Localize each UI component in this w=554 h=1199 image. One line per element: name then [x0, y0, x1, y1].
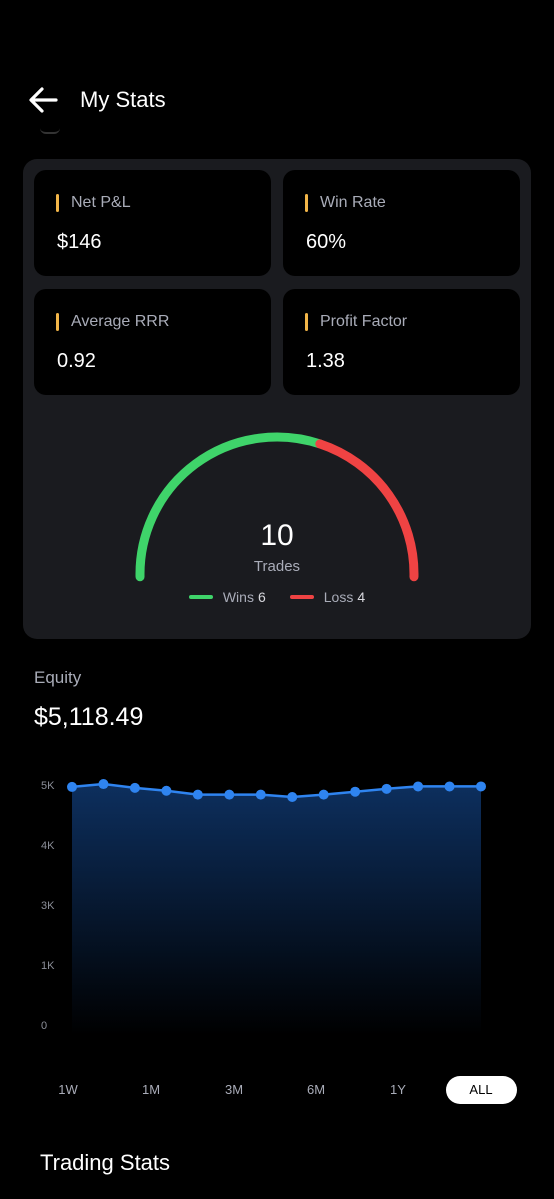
- stat-label: Net P&L: [71, 194, 131, 211]
- stat-label: Profit Factor: [320, 313, 408, 330]
- stat-value: $146: [57, 231, 102, 253]
- stat-label: Average RRR: [71, 313, 170, 330]
- trades-label: Trades: [253, 558, 301, 575]
- gauge-legend: Wins 6 Loss 4: [23, 589, 531, 605]
- equity-point: [350, 786, 361, 797]
- equity-point: [318, 789, 329, 800]
- equity-point: [287, 792, 298, 802]
- win-loss-gauge: [135, 432, 419, 582]
- stat-card-win-rate: Win Rate 60%: [283, 170, 520, 276]
- equity-label: Equity: [34, 668, 82, 687]
- back-button[interactable]: [26, 84, 60, 116]
- stat-label: Win Rate: [320, 194, 386, 211]
- legend-loss-line: [289, 595, 314, 599]
- stat-value: 0.92: [57, 350, 96, 372]
- trades-count: 10: [260, 519, 294, 552]
- legend-loss: Loss 4: [289, 589, 366, 605]
- accent-bar: [305, 194, 308, 212]
- stat-card-average-rrr: Average RRR 0.92: [34, 289, 271, 395]
- y-tick-label: 0: [41, 1020, 47, 1032]
- equity-point: [476, 781, 486, 792]
- y-tick-label: 1K: [41, 960, 55, 972]
- equity-line: [71, 782, 481, 799]
- stats-panel: Net P&L $146 Win Rate 60% Average RRR 0.…: [23, 159, 531, 639]
- equity-area: [72, 784, 481, 1035]
- legend-wins: Wins 6: [188, 589, 266, 605]
- time-range-selector: 1W 1M 3M 6M 1Y ALL: [0, 1076, 554, 1104]
- range-1m[interactable]: 1M: [141, 1082, 161, 1097]
- gauge-win-arc: [135, 432, 325, 582]
- equity-point: [129, 782, 140, 793]
- equity-point: [255, 789, 266, 800]
- legend-wins-count: 6: [257, 589, 266, 605]
- range-1w[interactable]: 1W: [58, 1082, 78, 1097]
- equity-point: [381, 783, 392, 794]
- equity-point: [67, 781, 77, 792]
- legend-loss-count: 4: [357, 589, 366, 605]
- range-1y[interactable]: 1Y: [390, 1082, 406, 1097]
- y-tick-label: 3K: [41, 900, 55, 912]
- legend-wins-line: [188, 595, 213, 599]
- stat-card-net-pnl: Net P&L $146: [34, 170, 271, 276]
- legend-loss-label: Loss: [323, 589, 354, 605]
- range-6m[interactable]: 6M: [306, 1082, 326, 1097]
- page-title: My Stats: [80, 87, 166, 112]
- equity-point: [224, 789, 235, 800]
- stat-card-profit-factor: Profit Factor 1.38: [283, 289, 520, 395]
- y-tick-label: 4K: [41, 840, 55, 852]
- equity-point: [161, 785, 172, 796]
- equity-point: [192, 789, 203, 800]
- accent-bar: [56, 313, 59, 331]
- accent-bar: [56, 194, 59, 212]
- equity-point: [98, 779, 109, 790]
- range-all[interactable]: ALL: [445, 1076, 517, 1104]
- range-3m[interactable]: 3M: [224, 1082, 244, 1097]
- equity-chart: 5K 4K 3K 1K 0: [41, 779, 486, 1035]
- equity-value: $5,118.49: [34, 703, 144, 731]
- accent-bar: [305, 313, 308, 331]
- legend-wins-label: Wins: [222, 589, 254, 605]
- scroll-indicator: [40, 128, 60, 134]
- stat-value: 60%: [306, 231, 347, 253]
- arrow-left-icon: [29, 87, 58, 113]
- stat-value: 1.38: [306, 350, 345, 372]
- y-tick-label: 5K: [41, 780, 55, 792]
- header: My Stats: [0, 70, 554, 130]
- gauge-loss-arc: [315, 439, 419, 582]
- section-title-trading-stats: Trading Stats: [40, 1150, 171, 1175]
- equity-point: [444, 781, 455, 792]
- equity-point: [413, 781, 424, 792]
